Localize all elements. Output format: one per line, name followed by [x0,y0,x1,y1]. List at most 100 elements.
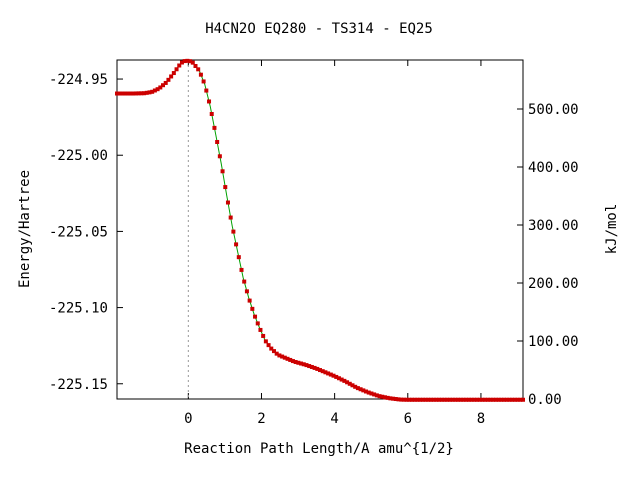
data-point [150,89,155,94]
data-point [445,397,450,402]
data-point [336,376,341,381]
data-point [410,397,415,402]
data-point [177,63,182,68]
data-point [334,374,339,379]
data-point [458,397,463,402]
data-point [456,397,461,402]
data-point [480,397,485,402]
data-point [255,321,260,326]
x-tick-label: 2 [257,411,265,427]
data-point [152,88,157,93]
data-point [369,391,374,396]
data-point [382,395,387,400]
data-point [366,390,371,395]
data-point [185,58,190,63]
data-point [374,393,379,398]
data-point [136,91,141,96]
data-point [223,185,228,190]
data-point [464,397,469,402]
data-point [236,255,241,260]
data-point [431,397,436,402]
data-point [347,381,352,386]
data-point [453,397,458,402]
data-point [228,215,233,220]
y2-tick-label: 300.00 [528,218,579,234]
data-point [447,397,452,402]
data-point [439,397,444,402]
data-point [331,373,336,378]
data-point [380,394,385,399]
data-point [163,80,168,85]
data-point [518,397,523,402]
data-point [120,91,125,96]
data-point [423,397,428,402]
plot-frame [116,59,524,400]
data-point [407,397,412,402]
data-point [326,371,331,376]
data-point [166,77,171,82]
data-point [277,353,282,358]
data-point [266,343,271,348]
data-point [469,397,474,402]
data-point [418,397,423,402]
data-point [217,154,222,159]
y-tick-label: -225.05 [49,224,108,240]
data-point [493,397,498,402]
data-point [115,91,119,96]
data-point [477,397,482,402]
data-point [144,90,149,95]
data-point [188,59,193,64]
data-point [309,364,314,369]
data-point [393,397,398,402]
data-point [318,368,322,373]
y-axis-ticks: -224.95 -225.00 -225.05 -225.10 -225.15 [49,72,123,393]
data-point [131,91,136,96]
data-point [342,378,347,383]
data-point [320,369,325,374]
y2-tick-label: 200.00 [528,276,579,292]
data-point [434,397,439,402]
data-point [510,397,515,402]
data-point [437,397,442,402]
y2-axis-label: kJ/mol [604,204,620,255]
data-point [512,397,517,402]
data-point [196,67,201,72]
data-point [404,397,409,402]
data-point [474,397,479,402]
data-point [339,377,344,382]
data-point [133,91,138,96]
data-point [263,339,268,344]
data-point [442,397,447,402]
data-point [239,267,244,272]
data-point [345,380,350,385]
data-point [280,354,285,359]
y-tick-label: -225.00 [49,148,108,164]
data-point [128,91,133,96]
data-point [212,125,217,130]
chart-title: H4CN2O EQ280 - TS314 - EQ25 [205,21,433,37]
data-point [123,91,128,96]
data-point [215,139,220,144]
data-point [261,333,266,338]
data-point [420,397,425,402]
data-point [361,388,366,393]
data-point [247,298,252,303]
x-tick-label: 0 [184,411,192,427]
data-point [355,386,360,391]
data-point [220,169,225,174]
series-line [117,60,523,401]
x-axis-label: Reaction Path Length/A amu^{1/2} [184,441,454,457]
y-tick-label: -225.15 [49,377,108,393]
data-point [515,397,520,402]
y2-axis-ticks: 0.00 100.00 200.00 300.00 400.00 500.00 [517,102,579,408]
y-tick-label: -224.95 [49,72,108,88]
data-point [155,87,160,92]
data-point [485,397,490,402]
data-point [201,79,206,84]
data-point [242,279,247,284]
data-point [296,360,301,365]
data-point [426,397,431,402]
data-point [315,366,320,371]
data-point [358,387,363,392]
data-point [312,365,317,370]
